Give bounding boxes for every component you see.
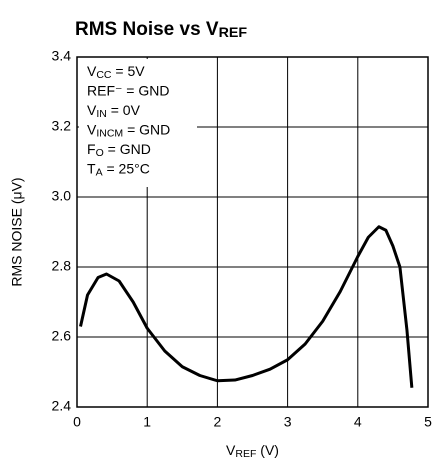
x-tick-label: 1 <box>143 414 151 430</box>
text-segment: = 5V <box>112 63 146 79</box>
text-segment: V <box>226 442 236 458</box>
y-tick-label: 2.4 <box>52 398 72 414</box>
line-series <box>79 225 414 388</box>
text-segment: V <box>87 102 97 118</box>
subscript: CC <box>96 69 112 81</box>
text-segment: RMS Noise vs V <box>75 19 219 40</box>
text-segment: = 0V <box>107 102 141 118</box>
annotation: VINCM = GND <box>87 121 170 139</box>
annotation: REF⁻ = GND <box>87 82 169 98</box>
annotation: FO = GND <box>87 141 151 159</box>
annotation: VCC = 5V <box>87 63 145 81</box>
y-tick-label: 3.2 <box>52 118 72 134</box>
chart-title: RMS Noise vs VREF <box>75 19 247 41</box>
y-axis-label: RMS NOISE (μV) <box>9 177 25 286</box>
x-tick-label: 5 <box>424 414 432 430</box>
plot-frame <box>76 56 429 408</box>
text-segment: V <box>87 121 97 137</box>
x-tick-label: 3 <box>284 414 292 430</box>
text-segment: REF⁻ = GND <box>87 82 169 98</box>
annotation: TA = 25°C <box>87 160 150 178</box>
text-segment: = 25°C <box>103 160 150 176</box>
subscript: A <box>96 166 103 178</box>
x-tick-label: 0 <box>73 414 81 430</box>
annotation: VIN = 0V <box>87 102 141 120</box>
y-tick-label: 3.4 <box>52 48 72 64</box>
y-tick-label: 3.0 <box>52 188 72 204</box>
subscript: O <box>96 147 104 159</box>
text-segment: V <box>87 63 97 79</box>
subscript: REF <box>219 25 248 41</box>
subscript: REF <box>235 448 256 460</box>
subscript: IN <box>96 108 107 120</box>
text-segment: (V) <box>256 442 279 458</box>
x-tick-label: 2 <box>214 414 222 430</box>
text-segment: = GND <box>123 121 170 137</box>
subscript: INCM <box>96 127 123 139</box>
text-segment: T <box>87 160 96 176</box>
x-tick-label: 4 <box>354 414 362 430</box>
text-segment: = GND <box>104 141 151 157</box>
text-segment: F <box>87 141 96 157</box>
x-axis-label: VREF (V) <box>226 442 279 460</box>
y-tick-label: 2.6 <box>52 328 72 344</box>
y-tick-label: 2.8 <box>52 258 72 274</box>
annotation-background <box>79 59 197 187</box>
